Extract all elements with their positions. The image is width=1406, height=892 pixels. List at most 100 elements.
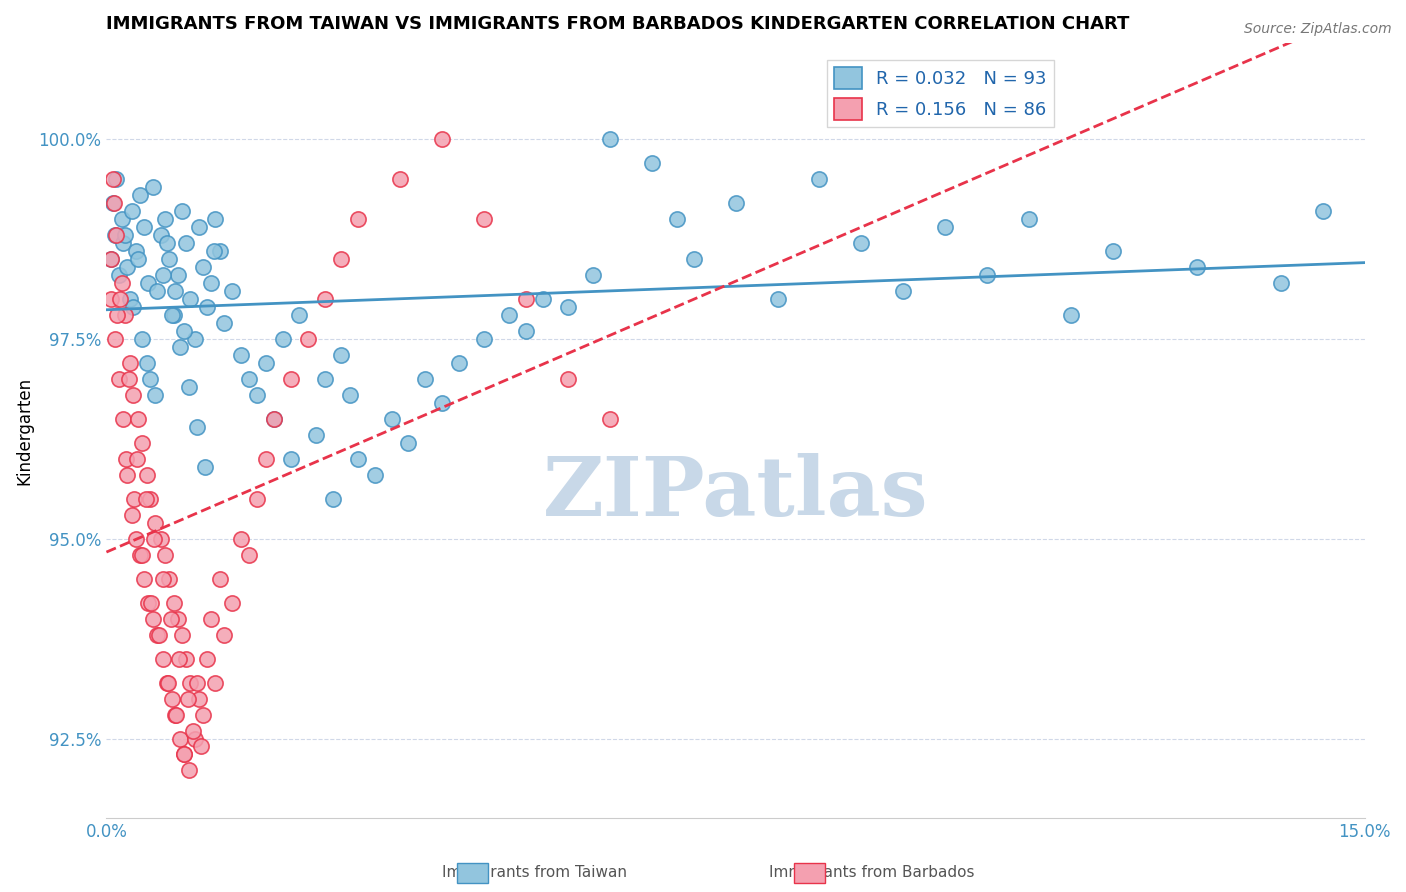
Point — [108, 372, 131, 386]
Point — [166, 611, 188, 625]
Point — [1270, 276, 1292, 290]
Point — [117, 467, 139, 482]
Point — [169, 731, 191, 746]
Point — [202, 244, 225, 258]
Point — [177, 691, 200, 706]
Point — [221, 596, 243, 610]
Text: ZIPatlas: ZIPatlas — [543, 453, 928, 533]
Text: IMMIGRANTS FROM TAIWAN VS IMMIGRANTS FROM BARBADOS KINDERGARTEN CORRELATION CHAR: IMMIGRANTS FROM TAIWAN VS IMMIGRANTS FRO… — [107, 15, 1130, 33]
Point — [118, 356, 141, 370]
Point — [118, 372, 141, 386]
Point — [204, 211, 226, 226]
Point — [191, 707, 214, 722]
Point — [114, 451, 136, 466]
Point — [170, 203, 193, 218]
Point — [153, 548, 176, 562]
Point — [131, 435, 153, 450]
Point — [121, 203, 143, 218]
Point — [389, 171, 412, 186]
Point — [682, 252, 704, 266]
Point — [112, 235, 135, 250]
Point — [139, 596, 162, 610]
Point — [641, 156, 664, 170]
Point — [515, 292, 537, 306]
Point — [166, 268, 188, 282]
Point — [430, 132, 453, 146]
Point — [200, 276, 222, 290]
Point — [179, 292, 201, 306]
Point — [160, 308, 183, 322]
Point — [229, 532, 252, 546]
Point — [157, 252, 180, 266]
Point — [263, 411, 285, 425]
Point — [112, 411, 135, 425]
Point — [165, 284, 187, 298]
Point — [766, 292, 789, 306]
Point — [186, 675, 208, 690]
Point — [114, 308, 136, 322]
Point — [131, 332, 153, 346]
Point — [271, 332, 294, 346]
Point — [183, 731, 205, 746]
Point — [125, 244, 148, 258]
Point — [238, 372, 260, 386]
Point — [430, 395, 453, 409]
Point — [105, 227, 128, 242]
Point — [347, 211, 370, 226]
Point — [599, 411, 621, 425]
Point — [339, 387, 361, 401]
Point — [515, 324, 537, 338]
Point — [557, 372, 579, 386]
Point — [173, 747, 195, 762]
Point — [129, 187, 152, 202]
Point — [396, 435, 419, 450]
Point — [280, 372, 302, 386]
Point — [127, 252, 149, 266]
Point — [498, 308, 520, 322]
Point — [208, 244, 231, 258]
Point — [177, 380, 200, 394]
Point — [322, 491, 344, 506]
Point — [195, 651, 218, 665]
Point — [191, 260, 214, 274]
Text: Immigrants from Taiwan: Immigrants from Taiwan — [441, 865, 627, 880]
Point — [200, 611, 222, 625]
Point — [118, 292, 141, 306]
Point — [229, 348, 252, 362]
Point — [153, 211, 176, 226]
Point — [263, 411, 285, 425]
Point — [104, 332, 127, 346]
Point — [156, 675, 179, 690]
Point — [381, 411, 404, 425]
Point — [160, 611, 183, 625]
Point — [976, 268, 998, 282]
Point — [808, 171, 831, 186]
Point — [177, 764, 200, 778]
Point — [557, 300, 579, 314]
Point — [582, 268, 605, 282]
Point — [142, 179, 165, 194]
Point — [135, 467, 157, 482]
Point — [114, 227, 136, 242]
Point — [174, 651, 197, 665]
Point — [110, 276, 132, 290]
Point — [148, 627, 170, 641]
Point — [104, 227, 127, 242]
Point — [165, 707, 187, 722]
Point — [413, 372, 436, 386]
Point — [160, 691, 183, 706]
Point — [108, 268, 131, 282]
Point — [165, 707, 187, 722]
Point — [125, 532, 148, 546]
Point — [183, 332, 205, 346]
Point — [162, 596, 184, 610]
Point — [138, 276, 160, 290]
Point — [129, 548, 152, 562]
Point — [100, 252, 122, 266]
Point — [145, 627, 167, 641]
Point — [212, 627, 235, 641]
Point — [472, 211, 495, 226]
Point — [194, 459, 217, 474]
Point — [305, 427, 328, 442]
Text: Source: ZipAtlas.com: Source: ZipAtlas.com — [1244, 22, 1392, 37]
